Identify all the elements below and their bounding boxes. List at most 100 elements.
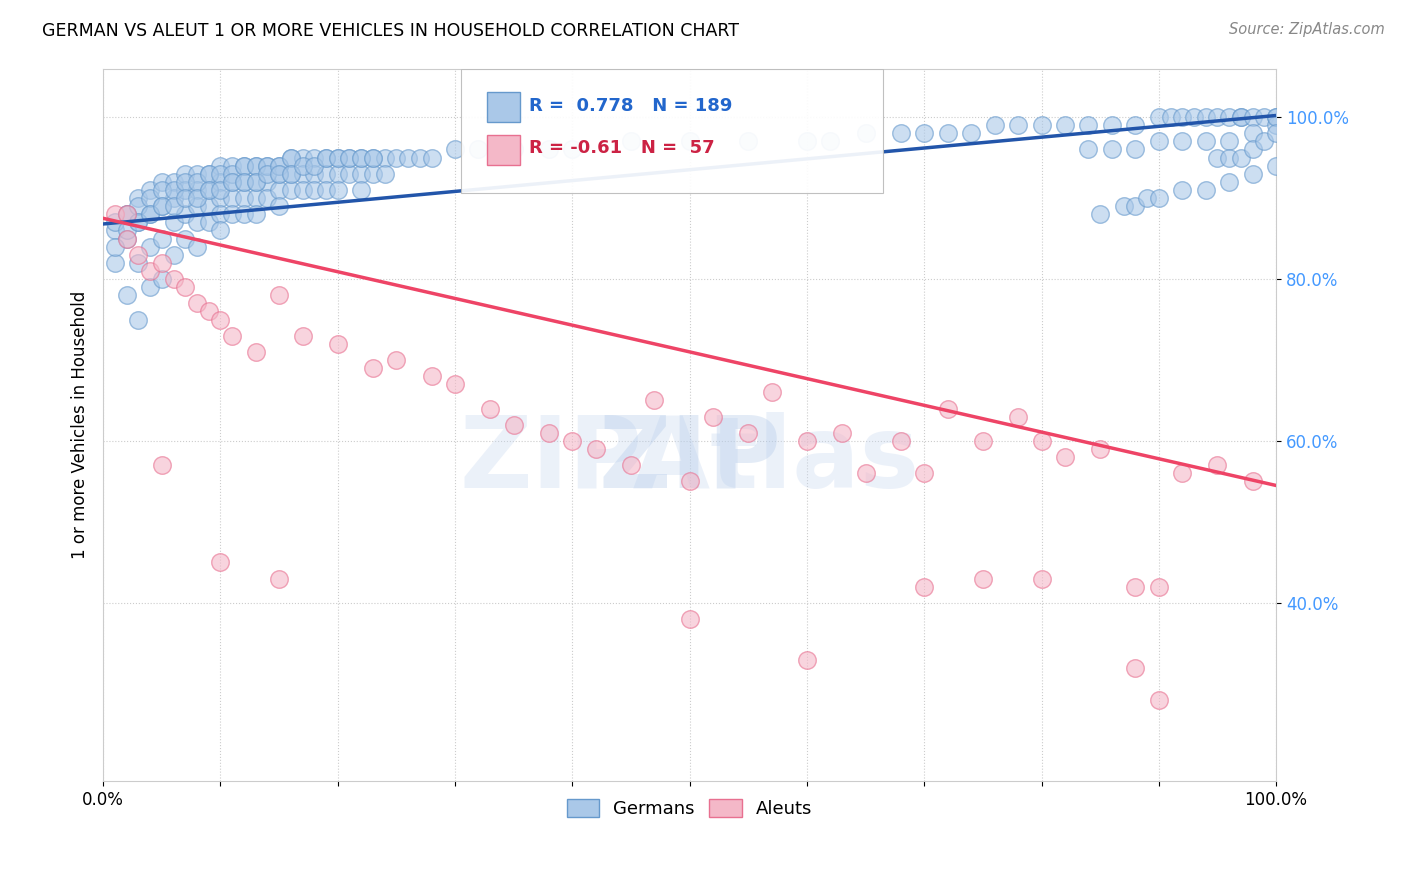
Point	[174, 231, 197, 245]
Point	[197, 199, 219, 213]
Point	[1253, 135, 1275, 149]
Point	[561, 434, 583, 448]
Point	[162, 183, 184, 197]
Point	[232, 159, 254, 173]
Point	[820, 135, 842, 149]
Point	[1147, 191, 1170, 205]
Point	[1101, 118, 1123, 132]
Point	[1088, 207, 1111, 221]
Point	[1265, 110, 1288, 124]
Point	[245, 175, 267, 189]
Point	[420, 369, 443, 384]
Point	[232, 159, 254, 173]
Point	[139, 207, 162, 221]
Point	[197, 183, 219, 197]
Point	[115, 223, 138, 237]
Point	[245, 207, 267, 221]
Point	[209, 175, 232, 189]
Point	[796, 135, 818, 149]
Point	[304, 159, 326, 173]
Point	[890, 126, 912, 140]
Point	[315, 151, 337, 165]
Point	[326, 336, 349, 351]
Point	[960, 126, 983, 140]
Point	[162, 175, 184, 189]
Point	[186, 240, 208, 254]
Point	[361, 151, 384, 165]
Point	[1171, 183, 1194, 197]
Point	[1123, 199, 1146, 213]
Point	[174, 280, 197, 294]
Point	[256, 191, 278, 205]
Point	[1218, 175, 1240, 189]
Point	[1230, 110, 1253, 124]
Point	[1171, 135, 1194, 149]
Point	[150, 175, 173, 189]
Point	[1160, 110, 1182, 124]
Point	[737, 425, 759, 440]
Point	[174, 207, 197, 221]
Point	[1265, 110, 1288, 124]
Point	[127, 312, 149, 326]
Point	[537, 425, 560, 440]
Point	[150, 458, 173, 473]
Point	[350, 151, 373, 165]
Point	[304, 183, 326, 197]
Point	[1206, 110, 1229, 124]
Point	[855, 126, 877, 140]
Point	[139, 280, 162, 294]
Point	[267, 159, 290, 173]
Point	[209, 223, 232, 237]
Point	[326, 167, 349, 181]
Point	[1053, 118, 1076, 132]
Point	[197, 304, 219, 318]
Point	[339, 151, 361, 165]
Point	[267, 199, 290, 213]
Point	[127, 248, 149, 262]
Point	[232, 175, 254, 189]
Point	[221, 328, 243, 343]
Point	[245, 175, 267, 189]
Point	[232, 207, 254, 221]
Point	[1101, 143, 1123, 157]
Point	[150, 199, 173, 213]
Point	[315, 167, 337, 181]
Point	[1182, 110, 1205, 124]
Point	[1171, 467, 1194, 481]
Point	[1123, 143, 1146, 157]
Point	[280, 167, 302, 181]
Point	[1195, 110, 1218, 124]
Point	[267, 159, 290, 173]
Point	[326, 151, 349, 165]
Point	[1218, 110, 1240, 124]
Point	[256, 167, 278, 181]
Point	[1241, 126, 1264, 140]
Point	[983, 118, 1005, 132]
Point	[174, 175, 197, 189]
Point	[221, 175, 243, 189]
Point	[1123, 118, 1146, 132]
Point	[267, 572, 290, 586]
Point	[678, 475, 700, 489]
Point	[737, 135, 759, 149]
Point	[1265, 159, 1288, 173]
Point	[972, 572, 994, 586]
Point	[1007, 118, 1029, 132]
Point	[1112, 199, 1135, 213]
Point	[291, 151, 314, 165]
Point	[936, 401, 959, 416]
Point	[1147, 135, 1170, 149]
Text: R =  0.778   N = 189: R = 0.778 N = 189	[529, 96, 733, 114]
Legend: Germans, Aleuts: Germans, Aleuts	[560, 791, 820, 825]
Point	[1241, 167, 1264, 181]
Point	[186, 215, 208, 229]
Point	[232, 175, 254, 189]
Point	[139, 264, 162, 278]
Text: Source: ZipAtlas.com: Source: ZipAtlas.com	[1229, 22, 1385, 37]
Point	[186, 167, 208, 181]
Point	[315, 151, 337, 165]
Point	[291, 159, 314, 173]
Point	[127, 215, 149, 229]
Point	[245, 344, 267, 359]
Point	[186, 183, 208, 197]
